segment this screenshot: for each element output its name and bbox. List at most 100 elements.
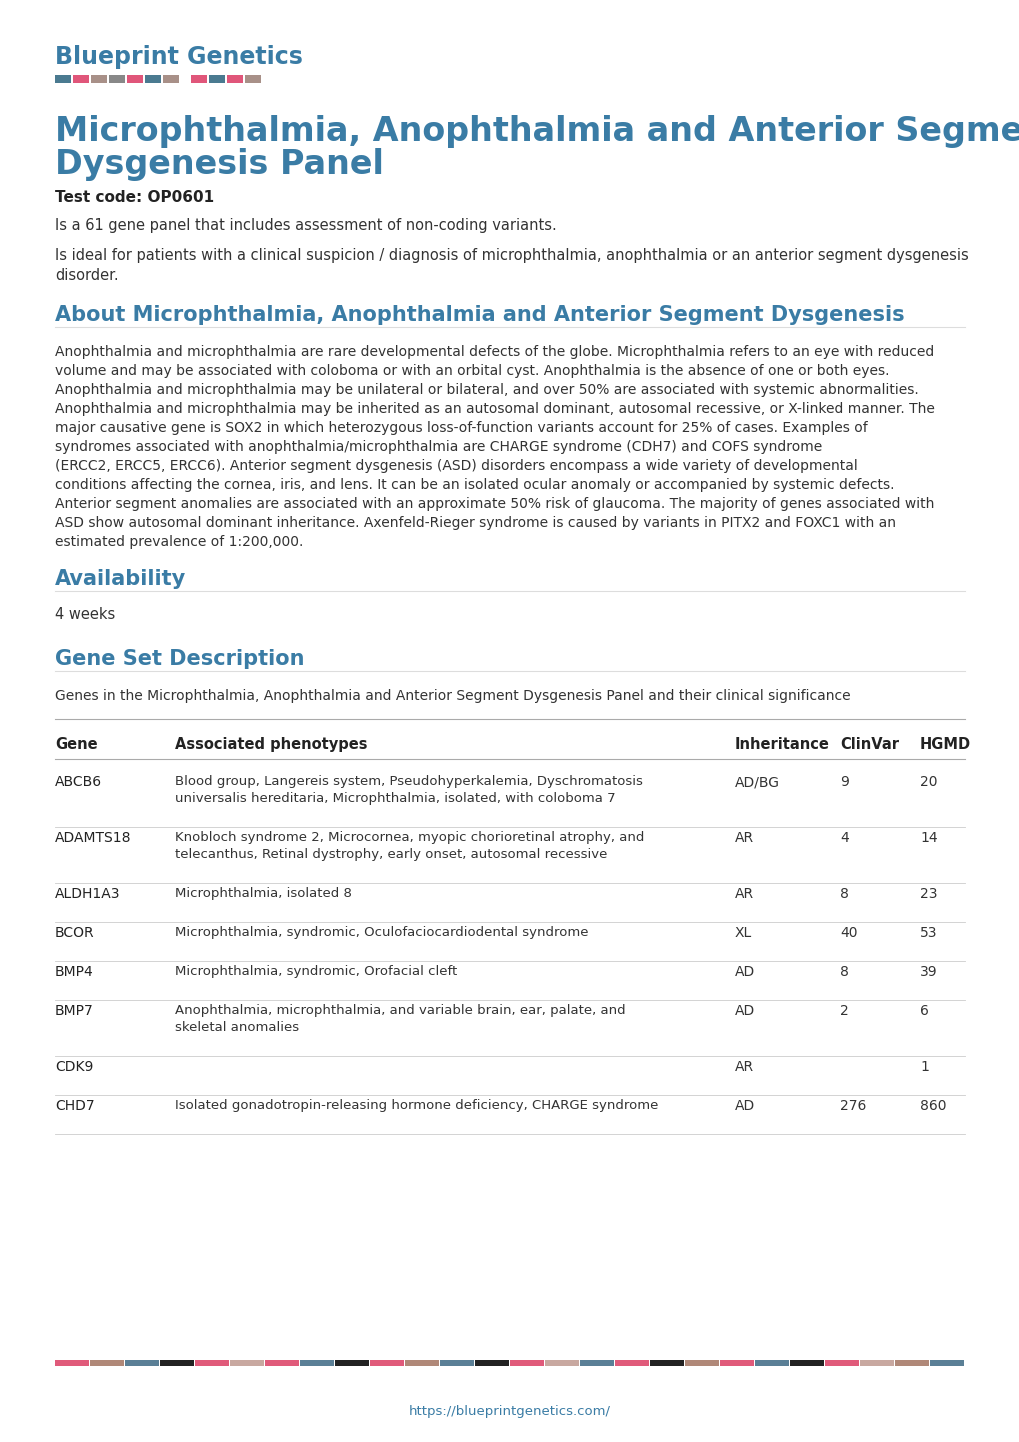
Text: 6: 6 — [919, 1004, 928, 1018]
Bar — [91, 75, 107, 84]
Text: Microphthalmia, syndromic, Orofacial cleft: Microphthalmia, syndromic, Orofacial cle… — [175, 965, 457, 978]
Text: Gene Set Description: Gene Set Description — [55, 649, 305, 669]
Bar — [510, 1360, 544, 1366]
Text: Microphthalmia, syndromic, Oculofaciocardiodental syndrome: Microphthalmia, syndromic, Oculofaciocar… — [175, 926, 588, 939]
Bar — [227, 75, 243, 84]
Bar — [439, 1360, 474, 1366]
Text: ClinVar: ClinVar — [840, 737, 898, 751]
Text: AR: AR — [735, 887, 753, 901]
Bar — [649, 1360, 684, 1366]
Text: major causative gene is SOX2 in which heterozygous loss-of-function variants acc: major causative gene is SOX2 in which he… — [55, 421, 867, 435]
Text: telecanthus, Retinal dystrophy, early onset, autosomal recessive: telecanthus, Retinal dystrophy, early on… — [175, 848, 606, 861]
Text: BCOR: BCOR — [55, 926, 95, 940]
Text: ABCB6: ABCB6 — [55, 774, 102, 789]
Bar — [55, 1360, 90, 1366]
Text: Microphthalmia, Anophthalmia and Anterior Segment: Microphthalmia, Anophthalmia and Anterio… — [55, 115, 1019, 149]
Text: conditions affecting the cornea, iris, and lens. It can be an isolated ocular an: conditions affecting the cornea, iris, a… — [55, 477, 894, 492]
Bar — [55, 75, 71, 84]
Text: CHD7: CHD7 — [55, 1099, 95, 1113]
Text: 40: 40 — [840, 926, 857, 940]
Bar — [160, 1360, 195, 1366]
Text: https://blueprintgenetics.com/: https://blueprintgenetics.com/ — [409, 1405, 610, 1417]
Bar — [894, 1360, 928, 1366]
Text: Is a 61 gene panel that includes assessment of non-coding variants.: Is a 61 gene panel that includes assessm… — [55, 218, 556, 234]
Text: Anophthalmia and microphthalmia may be inherited as an autosomal dominant, autos: Anophthalmia and microphthalmia may be i… — [55, 402, 934, 415]
Text: AR: AR — [735, 1060, 753, 1074]
Text: AD/BG: AD/BG — [735, 774, 780, 789]
Bar — [334, 1360, 369, 1366]
Bar — [265, 1360, 300, 1366]
Bar — [145, 75, 161, 84]
Text: disorder.: disorder. — [55, 268, 118, 283]
Text: Inheritance: Inheritance — [735, 737, 829, 751]
Text: BMP4: BMP4 — [55, 965, 94, 979]
Text: 23: 23 — [919, 887, 936, 901]
Text: Isolated gonadotropin-releasing hormone deficiency, CHARGE syndrome: Isolated gonadotropin-releasing hormone … — [175, 1099, 657, 1112]
Text: 39: 39 — [919, 965, 936, 979]
Bar — [824, 1360, 859, 1366]
Bar — [859, 1360, 894, 1366]
Text: (ERCC2, ERCC5, ERCC6). Anterior segment dysgenesis (ASD) disorders encompass a w: (ERCC2, ERCC5, ERCC6). Anterior segment … — [55, 459, 857, 473]
Text: CDK9: CDK9 — [55, 1060, 94, 1074]
Text: Anophthalmia and microphthalmia may be unilateral or bilateral, and over 50% are: Anophthalmia and microphthalmia may be u… — [55, 384, 918, 397]
Text: 9: 9 — [840, 774, 848, 789]
Text: ALDH1A3: ALDH1A3 — [55, 887, 120, 901]
Text: 14: 14 — [919, 831, 936, 845]
Bar — [790, 1360, 823, 1366]
Bar — [109, 75, 125, 84]
Text: XL: XL — [735, 926, 752, 940]
Text: 8: 8 — [840, 965, 848, 979]
Bar — [90, 1360, 124, 1366]
Text: 860: 860 — [919, 1099, 946, 1113]
Text: ADAMTS18: ADAMTS18 — [55, 831, 131, 845]
Text: AD: AD — [735, 1004, 754, 1018]
Bar — [127, 75, 143, 84]
Text: Knobloch syndrome 2, Microcornea, myopic chorioretinal atrophy, and: Knobloch syndrome 2, Microcornea, myopic… — [175, 831, 644, 844]
Bar — [544, 1360, 579, 1366]
Bar — [191, 75, 207, 84]
Text: estimated prevalence of 1:200,000.: estimated prevalence of 1:200,000. — [55, 535, 303, 549]
Bar — [125, 1360, 159, 1366]
Text: Test code: OP0601: Test code: OP0601 — [55, 190, 214, 205]
Bar — [685, 1360, 718, 1366]
Text: Genes in the Microphthalmia, Anophthalmia and Anterior Segment Dysgenesis Panel : Genes in the Microphthalmia, Anophthalmi… — [55, 689, 850, 704]
Bar — [163, 75, 178, 84]
Bar — [209, 75, 225, 84]
Bar — [580, 1360, 613, 1366]
Bar — [370, 1360, 405, 1366]
Text: BMP7: BMP7 — [55, 1004, 94, 1018]
Text: About Microphthalmia, Anophthalmia and Anterior Segment Dysgenesis: About Microphthalmia, Anophthalmia and A… — [55, 306, 904, 324]
Bar — [245, 75, 261, 84]
Text: Anterior segment anomalies are associated with an approximate 50% risk of glauco: Anterior segment anomalies are associate… — [55, 497, 933, 510]
Bar — [405, 1360, 439, 1366]
Text: 53: 53 — [919, 926, 936, 940]
Text: 8: 8 — [840, 887, 848, 901]
Text: Associated phenotypes: Associated phenotypes — [175, 737, 367, 751]
Text: 2: 2 — [840, 1004, 848, 1018]
Text: volume and may be associated with coloboma or with an orbital cyst. Anophthalmia: volume and may be associated with colobo… — [55, 363, 889, 378]
Text: universalis hereditaria, Microphthalmia, isolated, with coloboma 7: universalis hereditaria, Microphthalmia,… — [175, 792, 615, 805]
Text: Anophthalmia, microphthalmia, and variable brain, ear, palate, and: Anophthalmia, microphthalmia, and variab… — [175, 1004, 625, 1017]
Bar — [300, 1360, 334, 1366]
Bar — [719, 1360, 754, 1366]
Text: 276: 276 — [840, 1099, 865, 1113]
Text: AD: AD — [735, 965, 754, 979]
Text: syndromes associated with anophthalmia/microphthalmia are CHARGE syndrome (CDH7): syndromes associated with anophthalmia/m… — [55, 440, 821, 454]
Text: Blood group, Langereis system, Pseudohyperkalemia, Dyschromatosis: Blood group, Langereis system, Pseudohyp… — [175, 774, 642, 787]
Text: ASD show autosomal dominant inheritance. Axenfeld-Rieger syndrome is caused by v: ASD show autosomal dominant inheritance.… — [55, 516, 895, 531]
Text: 4: 4 — [840, 831, 848, 845]
Text: HGMD: HGMD — [919, 737, 970, 751]
Text: 1: 1 — [919, 1060, 928, 1074]
Text: 20: 20 — [919, 774, 936, 789]
Bar — [929, 1360, 964, 1366]
Text: AR: AR — [735, 831, 753, 845]
Text: Availability: Availability — [55, 570, 186, 588]
Text: Blueprint Genetics: Blueprint Genetics — [55, 45, 303, 69]
Text: Dysgenesis Panel: Dysgenesis Panel — [55, 149, 383, 182]
Text: Is ideal for patients with a clinical suspicion / diagnosis of microphthalmia, a: Is ideal for patients with a clinical su… — [55, 248, 968, 262]
Text: 4 weeks: 4 weeks — [55, 607, 115, 622]
Bar — [195, 1360, 229, 1366]
Bar — [614, 1360, 649, 1366]
Bar — [229, 1360, 264, 1366]
Text: AD: AD — [735, 1099, 754, 1113]
